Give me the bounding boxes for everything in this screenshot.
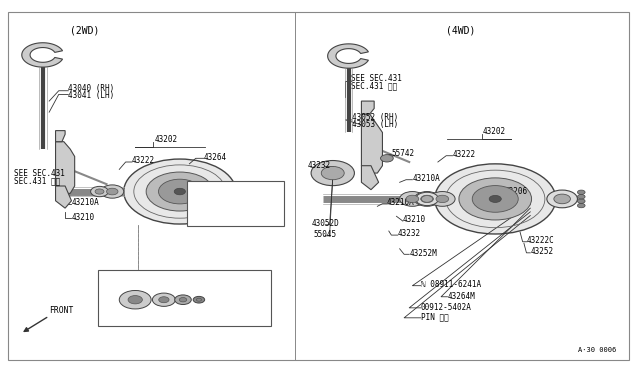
Text: 43040 (RH): 43040 (RH)	[68, 84, 115, 93]
Text: 43252M: 43252M	[409, 249, 437, 258]
Circle shape	[128, 296, 142, 304]
Circle shape	[175, 295, 191, 305]
Circle shape	[119, 291, 151, 309]
Text: 43210A: 43210A	[72, 198, 99, 207]
Text: (4WD): (4WD)	[445, 26, 475, 36]
Text: 43210: 43210	[72, 213, 95, 222]
Text: 43234: 43234	[152, 289, 175, 298]
Circle shape	[227, 183, 255, 200]
Text: 55045: 55045	[314, 230, 337, 239]
Circle shape	[547, 190, 577, 208]
Polygon shape	[56, 142, 75, 193]
Text: 43264M: 43264M	[150, 311, 178, 320]
Circle shape	[159, 297, 169, 303]
Text: SEC.431 参照: SEC.431 参照	[351, 82, 397, 91]
Circle shape	[124, 159, 236, 224]
Circle shape	[399, 192, 425, 206]
Circle shape	[159, 179, 201, 204]
Circle shape	[436, 195, 449, 203]
Circle shape	[421, 196, 433, 202]
Text: SEE SEC.431: SEE SEC.431	[14, 169, 65, 177]
Circle shape	[435, 164, 556, 234]
Text: 43264: 43264	[204, 153, 227, 162]
Circle shape	[174, 188, 186, 195]
Circle shape	[146, 172, 214, 211]
Text: (FROM JAN.'86: (FROM JAN.'86	[208, 187, 264, 194]
Circle shape	[91, 186, 108, 197]
Circle shape	[577, 190, 585, 195]
Circle shape	[577, 203, 585, 208]
Text: 43202: 43202	[483, 127, 506, 136]
Text: 43052D: 43052D	[312, 219, 339, 228]
Circle shape	[255, 189, 265, 195]
Text: 43041 (LH): 43041 (LH)	[68, 91, 115, 100]
Text: 43232: 43232	[307, 161, 330, 170]
Text: 43222: 43222	[452, 150, 476, 159]
Circle shape	[95, 189, 104, 194]
Circle shape	[381, 155, 394, 162]
Text: ℕ 08911-6241A: ℕ 08911-6241A	[420, 280, 481, 289]
Circle shape	[414, 192, 440, 206]
Circle shape	[193, 296, 205, 303]
Text: 55742: 55742	[392, 149, 415, 158]
Text: TO AUG.'86): TO AUG.'86)	[212, 195, 259, 201]
Polygon shape	[56, 186, 72, 208]
Text: 43206: 43206	[505, 187, 528, 196]
FancyBboxPatch shape	[188, 181, 284, 226]
Text: 43210A: 43210A	[387, 198, 415, 207]
FancyBboxPatch shape	[99, 270, 271, 326]
Circle shape	[554, 194, 570, 204]
Circle shape	[577, 199, 585, 203]
Text: 43202: 43202	[154, 135, 177, 144]
Text: 43053 (LH): 43053 (LH)	[352, 120, 398, 129]
Polygon shape	[362, 166, 379, 190]
Text: (FROM AUG.'86): (FROM AUG.'86)	[154, 273, 215, 280]
Text: 43262: 43262	[109, 304, 132, 313]
Circle shape	[577, 195, 585, 199]
Circle shape	[179, 298, 187, 302]
Polygon shape	[362, 114, 383, 173]
Text: PIN ピン: PIN ピン	[420, 312, 449, 321]
Polygon shape	[56, 131, 65, 142]
Text: FRONT: FRONT	[49, 306, 74, 315]
Text: 43264M: 43264M	[447, 292, 475, 301]
Text: 43210A: 43210A	[412, 174, 440, 183]
Text: SEE SEC.431: SEE SEC.431	[351, 74, 402, 83]
Polygon shape	[252, 186, 269, 198]
Circle shape	[152, 293, 175, 307]
Circle shape	[311, 161, 355, 186]
Circle shape	[406, 195, 419, 203]
Polygon shape	[328, 44, 369, 68]
Circle shape	[415, 192, 438, 206]
Text: SEC.431 参照: SEC.431 参照	[14, 176, 60, 185]
Text: 43222: 43222	[132, 156, 155, 166]
Text: 43262A: 43262A	[151, 282, 179, 291]
Text: 43262: 43262	[225, 201, 248, 210]
Polygon shape	[362, 101, 374, 114]
Polygon shape	[22, 43, 63, 67]
Text: 43234: 43234	[225, 209, 248, 218]
Circle shape	[100, 185, 124, 198]
Text: 43210: 43210	[403, 215, 426, 224]
Circle shape	[269, 188, 281, 195]
Circle shape	[429, 192, 455, 206]
Text: 43232: 43232	[397, 230, 421, 238]
Circle shape	[106, 188, 118, 195]
Text: A·30 0006: A·30 0006	[578, 347, 616, 353]
Text: 43252: 43252	[531, 247, 554, 256]
Circle shape	[420, 195, 433, 203]
Text: (2WD): (2WD)	[70, 26, 99, 36]
Text: 43052 (RH): 43052 (RH)	[352, 113, 398, 122]
Circle shape	[321, 166, 344, 180]
Circle shape	[472, 186, 518, 212]
Circle shape	[489, 195, 501, 202]
Text: 00912-5402A: 00912-5402A	[420, 302, 472, 312]
Text: 43222C: 43222C	[527, 236, 555, 245]
Circle shape	[234, 187, 248, 196]
Circle shape	[459, 178, 532, 220]
Circle shape	[196, 298, 202, 301]
